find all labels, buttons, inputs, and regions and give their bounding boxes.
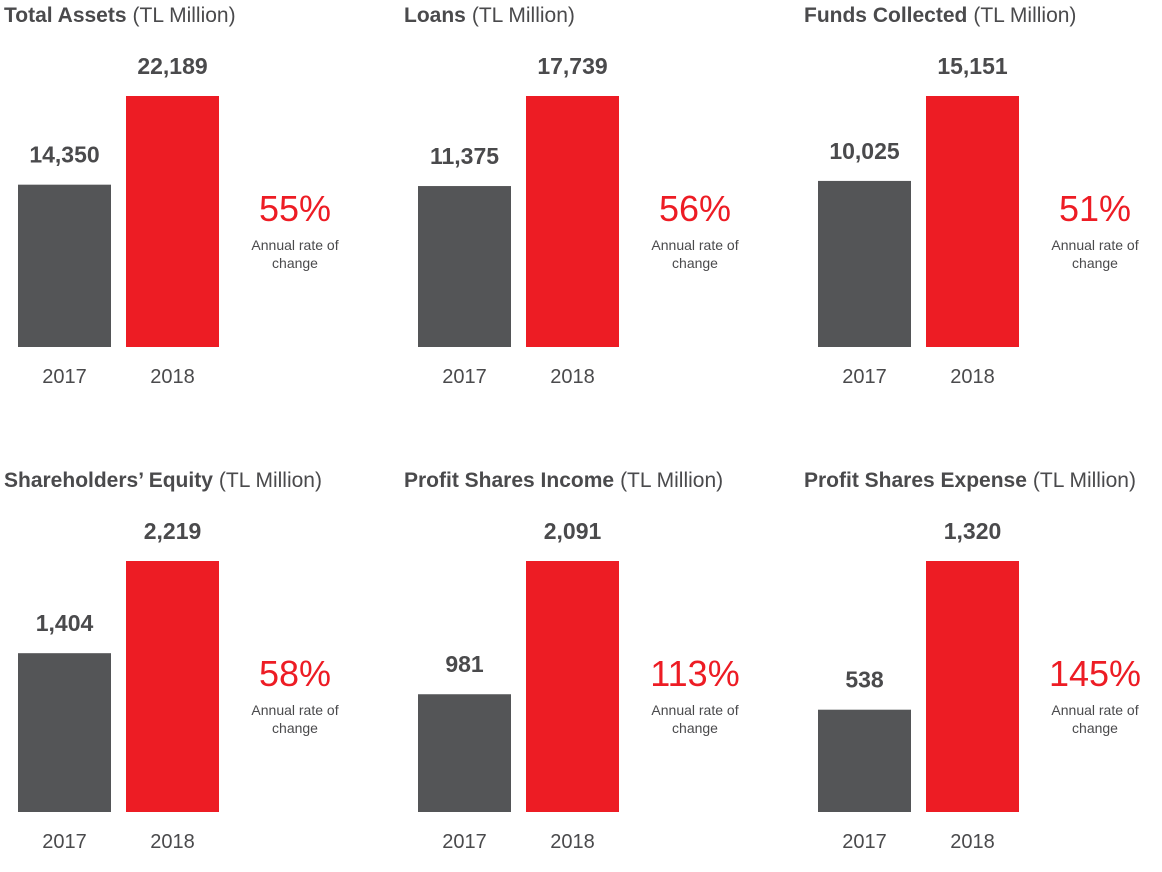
chart-title: Profit Shares Expense (TL Million)	[804, 469, 1136, 492]
chart-title: Funds Collected (TL Million)	[804, 4, 1076, 27]
x-tick-label: 2017	[42, 831, 87, 853]
bar-2018	[126, 96, 219, 347]
change-caption-line2: change	[1072, 255, 1118, 271]
change-caption-line1: Annual rate of	[651, 702, 738, 718]
x-tick-label: 2018	[150, 831, 195, 853]
chart-title-unit: (TL Million)	[219, 469, 322, 492]
x-tick-label: 2018	[950, 831, 995, 853]
change-caption-line2: change	[672, 255, 718, 271]
change-percent: 145%	[1049, 653, 1141, 694]
x-tick-label: 2017	[42, 366, 87, 388]
bar-2017	[18, 653, 111, 812]
x-tick-label: 2018	[550, 366, 595, 388]
bar-value-label: 2,219	[144, 518, 202, 544]
x-tick-label: 2017	[442, 366, 487, 388]
bar-value-label: 17,739	[537, 53, 607, 79]
chart-title: Total Assets (TL Million)	[4, 4, 236, 27]
bar-2018	[526, 96, 619, 347]
chart-panel: Loans (TL Million) 11,375 2017 17,739 2018 56%…	[404, 4, 739, 388]
change-percent: 58%	[259, 653, 331, 694]
x-tick-label: 2018	[150, 366, 195, 388]
chart-panel: Total Assets (TL Million) 14,350 2017 22,189…	[4, 4, 339, 388]
chart-title-name: Profit Shares Income	[404, 469, 614, 492]
x-tick-label: 2017	[842, 831, 887, 853]
bar-value-label: 1,404	[36, 610, 94, 636]
bar-value-label: 981	[445, 651, 484, 677]
bar-value-label: 11,375	[430, 143, 499, 169]
x-tick-label: 2018	[950, 366, 995, 388]
bar-2017	[418, 186, 511, 347]
change-caption-line2: change	[272, 720, 318, 736]
bar-value-label: 2,091	[544, 518, 602, 544]
bar-2018	[926, 96, 1019, 347]
bar-value-label: 15,151	[937, 53, 1008, 79]
x-tick-label: 2018	[550, 831, 595, 853]
bar-2018	[126, 561, 219, 812]
bar-2017	[818, 180, 911, 347]
chart-panel: Profit Shares Income (TL Million) 981 2017 2…	[404, 469, 740, 853]
chart-title-name: Loans	[404, 4, 466, 27]
bar-2017	[418, 694, 511, 812]
chart-title-name: Funds Collected	[804, 4, 967, 27]
chart-panel: Shareholders’ Equity (TL Million) 1,404 201…	[4, 469, 339, 853]
change-percent: 55%	[259, 188, 331, 229]
chart-title: Profit Shares Income (TL Million)	[404, 469, 723, 492]
x-tick-label: 2017	[442, 831, 487, 853]
chart-title-unit: (TL Million)	[472, 4, 575, 27]
bar-2017	[818, 709, 911, 812]
bar-2017	[18, 184, 111, 347]
chart-title-unit: (TL Million)	[1033, 469, 1136, 492]
bar-value-label: 22,189	[137, 53, 207, 79]
chart-title-name: Total Assets	[4, 4, 127, 27]
chart-title: Loans (TL Million)	[404, 4, 575, 27]
chart-panel: Profit Shares Expense (TL Million) 538 2017…	[804, 469, 1141, 853]
bar-value-label: 14,350	[29, 142, 99, 168]
chart-title-name: Shareholders’ Equity	[4, 469, 213, 492]
chart-title-unit: (TL Million)	[973, 4, 1076, 27]
bar-value-label: 10,025	[829, 138, 900, 164]
bar-value-label: 538	[845, 667, 884, 693]
chart-title-unit: (TL Million)	[133, 4, 236, 27]
change-caption-line1: Annual rate of	[251, 702, 338, 718]
change-caption-line2: change	[672, 720, 718, 736]
change-caption-line1: Annual rate of	[1051, 702, 1138, 718]
bar-2018	[526, 561, 619, 812]
change-caption-line1: Annual rate of	[1051, 237, 1138, 253]
chart-title: Shareholders’ Equity (TL Million)	[4, 469, 322, 492]
chart-title-name: Profit Shares Expense	[804, 469, 1027, 492]
change-percent: 56%	[659, 188, 731, 229]
change-caption-line1: Annual rate of	[251, 237, 338, 253]
x-tick-label: 2017	[842, 366, 887, 388]
change-percent: 51%	[1059, 188, 1131, 229]
chart-panel: Funds Collected (TL Million) 10,025 2017 15,…	[804, 4, 1139, 388]
bar-2018	[926, 561, 1019, 812]
change-caption-line2: change	[272, 255, 318, 271]
change-caption-line1: Annual rate of	[651, 237, 738, 253]
change-caption-line2: change	[1072, 720, 1118, 736]
chart-title-unit: (TL Million)	[620, 469, 723, 492]
change-percent: 113%	[650, 653, 739, 694]
bar-value-label: 1,320	[944, 518, 1002, 544]
